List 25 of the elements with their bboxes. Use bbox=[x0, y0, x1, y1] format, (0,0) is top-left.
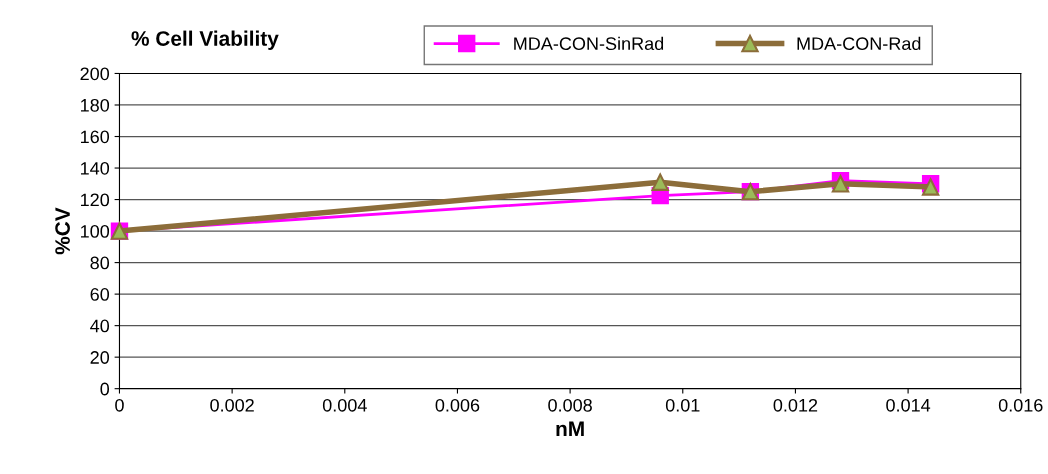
legend-label: MDA-CON-SinRad bbox=[514, 36, 664, 51]
x-tick-label: 0.002 bbox=[210, 398, 254, 412]
x-tick-label: 0.008 bbox=[548, 398, 592, 412]
y-tick-label: 20 bbox=[90, 351, 110, 364]
x-tick-label: 0.01 bbox=[665, 398, 700, 412]
x-tick-label: 0.014 bbox=[886, 398, 931, 412]
y-tick-label: 120 bbox=[81, 193, 110, 207]
x-tick-label: 0.004 bbox=[322, 398, 367, 412]
y-tick-label: 0 bbox=[100, 382, 110, 396]
x-tick-label: 0.006 bbox=[435, 398, 480, 412]
y-tick-label: 100 bbox=[81, 225, 110, 238]
x-axis-title: nM bbox=[556, 421, 584, 436]
chart-title: % Cell Viability bbox=[131, 30, 279, 50]
y-tick-label: 180 bbox=[81, 98, 110, 112]
y-axis-title: %CV bbox=[55, 207, 70, 255]
x-tick-label: 0.016 bbox=[998, 398, 1043, 412]
y-tick-label: 80 bbox=[90, 256, 110, 270]
y-tick-label: 200 bbox=[80, 67, 110, 81]
y-tick-label: 60 bbox=[90, 288, 110, 301]
x-tick-label: 0 bbox=[115, 398, 124, 412]
y-tick-label: 160 bbox=[81, 130, 110, 144]
y-tick-label: 140 bbox=[81, 161, 110, 175]
legend-label: MDA-CON-Rad bbox=[797, 36, 921, 51]
x-tick-label: 0.012 bbox=[773, 398, 818, 412]
y-tick-label: 40 bbox=[90, 319, 110, 333]
